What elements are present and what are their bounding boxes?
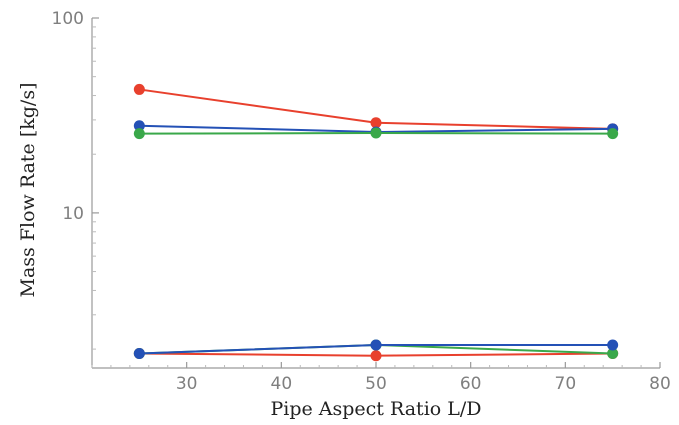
series-layer — [133, 83, 619, 362]
data-point — [370, 117, 382, 129]
x-tick-label: 80 — [649, 374, 671, 394]
series-3 — [133, 127, 619, 140]
data-point — [133, 128, 145, 140]
data-point — [607, 128, 619, 140]
y-tick-label: 10 — [62, 204, 84, 224]
x-axis-ticks: 30 40 50 60 70 80 — [91, 362, 671, 394]
plot-frame — [91, 18, 660, 369]
y-axis-title: Mass Flow Rate [kg/s] — [17, 83, 39, 298]
y-axis-ticks: 10 100 — [52, 9, 99, 350]
x-axis-title: Pipe Aspect Ratio L/D — [270, 398, 481, 420]
data-point — [370, 350, 382, 362]
data-point — [370, 339, 382, 351]
data-point — [607, 339, 619, 351]
x-tick-label: 70 — [555, 374, 577, 394]
data-point — [133, 120, 145, 132]
series-6 — [133, 339, 619, 359]
x-tick-label: 60 — [460, 374, 482, 394]
x-tick-label: 50 — [365, 374, 387, 394]
data-point — [133, 347, 145, 359]
data-point — [370, 127, 382, 139]
x-tick-label: 30 — [176, 374, 198, 394]
y-tick-label: 100 — [52, 9, 84, 29]
data-point — [133, 83, 145, 95]
data-point — [607, 347, 619, 359]
x-tick-label: 40 — [271, 374, 293, 394]
